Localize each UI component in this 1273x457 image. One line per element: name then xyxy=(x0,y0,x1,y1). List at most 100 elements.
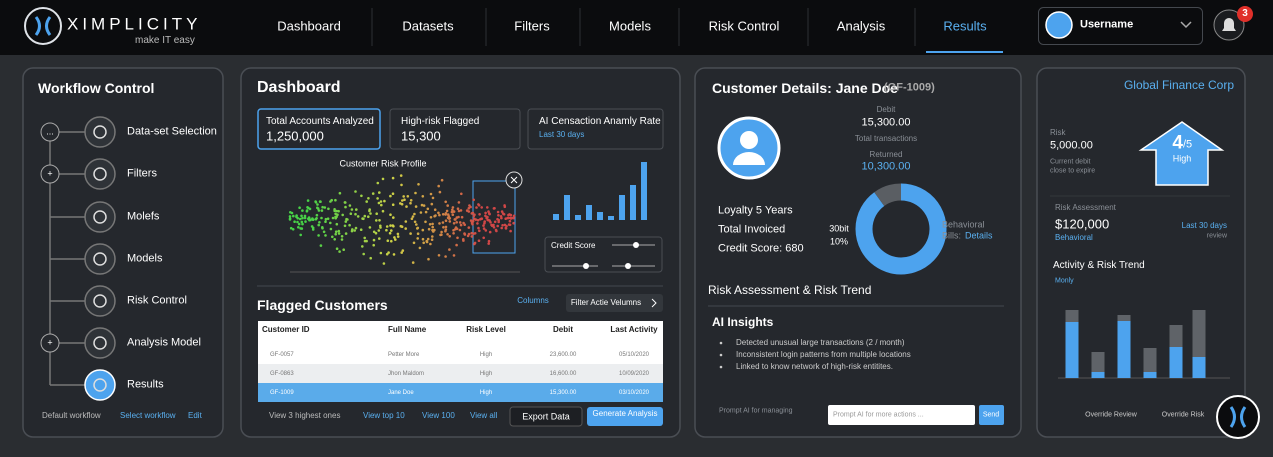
scatter-dot xyxy=(361,245,364,248)
items[interactable]: Dashboard xyxy=(277,18,341,34)
user-menu[interactable] xyxy=(1038,7,1203,45)
footer[interactable]: View all xyxy=(470,411,498,420)
export-button[interactable] xyxy=(509,406,583,427)
step-icon[interactable] xyxy=(84,327,116,359)
scatter-dot xyxy=(335,247,339,250)
items[interactable]: Models xyxy=(609,18,651,34)
rows: High xyxy=(479,370,493,377)
scatter-dot xyxy=(486,218,490,222)
send[interactable]: Send xyxy=(982,411,1000,419)
step-icon[interactable] xyxy=(84,369,116,401)
scatter-dot xyxy=(386,239,390,242)
rows: High xyxy=(479,389,493,396)
scatter-dot xyxy=(396,235,400,238)
generate[interactable]: Generate Analysis xyxy=(592,409,658,418)
scatter-dot xyxy=(410,217,414,220)
items[interactable]: Analysis xyxy=(836,18,886,34)
scatter-dot xyxy=(295,214,298,217)
scatter-dot xyxy=(399,202,402,205)
columns-link[interactable]: Columns xyxy=(517,296,549,305)
score-max: /5 xyxy=(1183,138,1193,151)
scatter-dot xyxy=(392,253,396,256)
scatter-dot xyxy=(426,237,430,241)
filter-button[interactable] xyxy=(566,294,663,312)
marker: ... xyxy=(46,126,54,137)
assistant-button[interactable] xyxy=(1216,395,1260,439)
label[interactable]: Filters xyxy=(127,167,157,180)
scatter-dot xyxy=(429,192,433,196)
label[interactable]: Risk Control xyxy=(127,294,187,307)
step-marker[interactable] xyxy=(40,333,60,353)
scatter-dot xyxy=(382,262,386,265)
items[interactable]: Risk Control xyxy=(708,18,780,34)
rows: 16,600.00 xyxy=(549,370,577,377)
scatter-dot xyxy=(452,229,455,232)
filter-arrow xyxy=(651,298,657,308)
avatar-body xyxy=(733,152,765,165)
footer[interactable]: Select workflow xyxy=(120,411,176,420)
label[interactable]: Molefs xyxy=(127,210,160,223)
risk-note: Current debit xyxy=(1050,158,1091,166)
scatter-dot xyxy=(360,194,363,198)
table-row[interactable] xyxy=(258,383,663,402)
scatter-dot xyxy=(459,209,463,212)
scatter-dot xyxy=(431,196,435,200)
title: Customer Details: Jane Doe xyxy=(712,80,898,96)
scatter-dot xyxy=(470,235,474,238)
scatter-dot xyxy=(317,209,321,212)
scatter-dot xyxy=(421,228,425,232)
buttons[interactable]: Override Review xyxy=(1085,411,1137,419)
user[interactable]: Username xyxy=(1080,18,1134,31)
step-marker[interactable] xyxy=(40,122,60,142)
step-icon[interactable] xyxy=(84,201,116,233)
step-icon[interactable] xyxy=(84,285,116,317)
items[interactable]: Results xyxy=(943,18,987,34)
label[interactable]: Models xyxy=(127,252,163,265)
slider-knobs[interactable] xyxy=(583,242,639,269)
footer[interactable]: View top 10 xyxy=(363,411,405,420)
bullet xyxy=(719,353,723,357)
table-row[interactable] xyxy=(258,345,663,364)
scatter-dot xyxy=(416,232,420,235)
scatter-dot xyxy=(499,215,503,218)
step-marker[interactable] xyxy=(40,164,60,184)
scatter-dot xyxy=(307,206,310,210)
footer[interactable]: Default workflow xyxy=(42,411,101,420)
scatter-dot xyxy=(379,251,383,255)
buttons[interactable]: Override Risk xyxy=(1161,411,1205,419)
label[interactable]: Analysis Model xyxy=(127,336,201,349)
table-row[interactable] xyxy=(258,364,663,383)
scatter-dot xyxy=(359,228,363,231)
scatter-dot xyxy=(377,229,381,232)
scatter-dot xyxy=(335,209,338,213)
label[interactable]: Results xyxy=(127,378,164,391)
items[interactable]: Filters xyxy=(514,18,550,34)
items[interactable]: Datasets xyxy=(402,18,454,34)
label[interactable]: Data-set Selection xyxy=(127,125,217,138)
send-button[interactable] xyxy=(979,405,1004,425)
assessment-label: Risk Assessment xyxy=(1055,203,1116,212)
scatter-dot xyxy=(503,223,507,227)
scatter-dot xyxy=(419,211,423,214)
step-glyph xyxy=(93,125,107,139)
footer[interactable]: Edit xyxy=(188,411,202,420)
generate-button[interactable] xyxy=(587,407,663,426)
scatter-dot xyxy=(456,236,459,240)
risk-label: Risk xyxy=(1050,128,1066,137)
details[interactable]: Details xyxy=(965,230,993,241)
scatter-dot xyxy=(438,222,441,225)
step-icon[interactable] xyxy=(84,116,116,148)
step-icon[interactable] xyxy=(84,158,116,190)
footer[interactable]: View 100 xyxy=(422,411,455,420)
scatter-dot xyxy=(444,200,448,204)
title: Dashboard xyxy=(257,79,341,96)
export[interactable]: Export Data xyxy=(522,411,570,422)
filter-button[interactable]: Filter Actie Velumns xyxy=(570,298,642,307)
scatter-dot xyxy=(430,238,434,241)
step-icon[interactable] xyxy=(84,243,116,275)
scatter-dot xyxy=(393,236,396,239)
scatter-dot xyxy=(492,226,496,229)
logo[interactable] xyxy=(24,7,62,45)
scatter-dot xyxy=(303,214,307,218)
prompt-input[interactable] xyxy=(828,405,975,425)
